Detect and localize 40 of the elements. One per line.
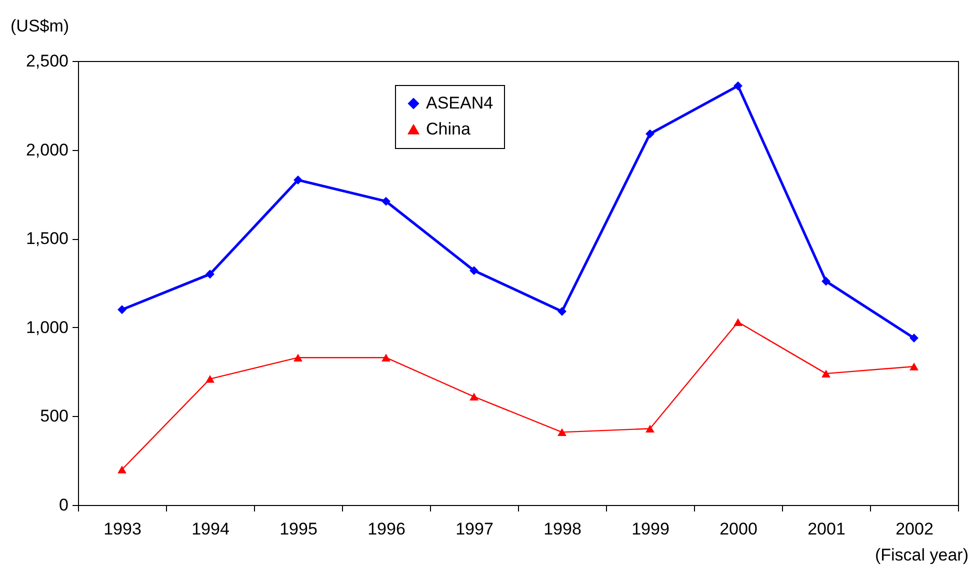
- x-tick-label: 1996: [368, 520, 406, 538]
- point: [822, 276, 830, 286]
- x-tick-label: 1994: [192, 520, 230, 538]
- y-tick-label: 1,500: [26, 229, 68, 248]
- point: [734, 318, 742, 326]
- point: [382, 354, 390, 362]
- point: [206, 270, 214, 279]
- x-tick-label: 2001: [808, 520, 846, 538]
- legend-label: China: [426, 120, 471, 138]
- x-tick-label: 1998: [544, 520, 582, 538]
- point: [646, 424, 654, 433]
- point: [470, 266, 478, 276]
- point: [558, 306, 566, 316]
- legend-label: ASEAN4: [426, 94, 494, 112]
- x-tick-label: 2000: [720, 520, 758, 538]
- x-tick-label: 1995: [280, 520, 318, 538]
- point: [382, 196, 390, 206]
- y-tick-label: 2,500: [26, 52, 68, 70]
- point: [734, 81, 742, 90]
- y-tick-label: 1,000: [26, 318, 68, 337]
- point: [558, 428, 566, 436]
- x-tick-label: 1997: [456, 520, 494, 538]
- x-tick-label: 2002: [896, 520, 934, 538]
- y-tick-label: 0: [59, 496, 68, 514]
- point: [470, 392, 478, 401]
- point: [294, 354, 302, 362]
- point: [294, 176, 302, 184]
- point: [910, 362, 918, 370]
- y-axis-title: (US$m): [10, 16, 70, 36]
- point: [206, 375, 214, 383]
- y-tick-label: 2,000: [26, 140, 68, 160]
- y-tick-label: 500: [40, 406, 68, 426]
- point: [646, 129, 654, 138]
- point: [822, 370, 830, 378]
- point: [118, 305, 126, 314]
- x-tick-label: 1993: [104, 520, 142, 538]
- point: [118, 466, 126, 474]
- x-axis-title: (Fiscal year): [874, 546, 968, 564]
- x-tick-label: 1999: [632, 520, 670, 538]
- point: [910, 334, 918, 343]
